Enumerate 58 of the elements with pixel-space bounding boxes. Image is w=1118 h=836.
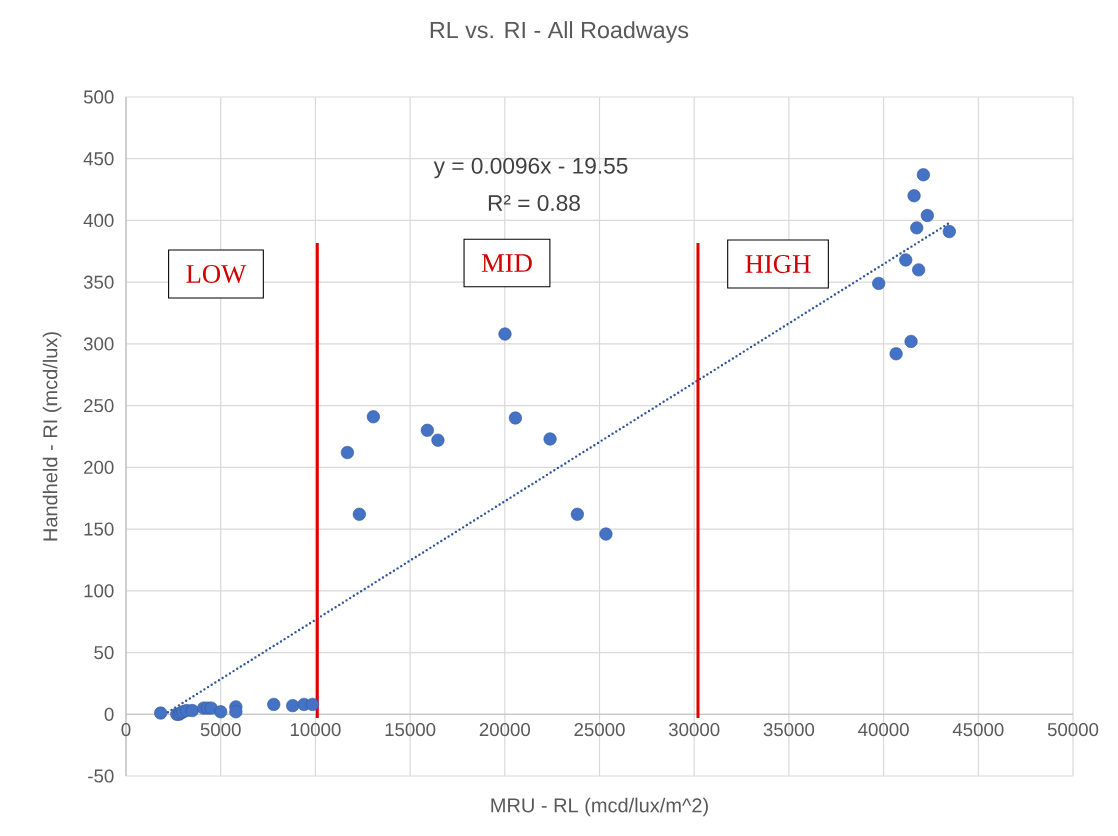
x-tick-label: 40000 <box>858 722 909 737</box>
annotation: HIGH <box>745 255 811 273</box>
point <box>912 263 926 277</box>
point <box>420 423 434 437</box>
point <box>498 327 512 341</box>
point <box>431 433 445 447</box>
point <box>942 225 956 239</box>
x-tick-label: 15000 <box>385 722 436 737</box>
y-tick-label: 50 <box>94 645 114 660</box>
x-tick-label: 50000 <box>1047 722 1099 737</box>
y-tick-label: 0 <box>104 707 114 721</box>
y-tick-label: 300 <box>83 337 114 351</box>
x-tick-label: 10000 <box>290 722 341 737</box>
point <box>907 189 921 203</box>
y-tick-label: 250 <box>84 399 114 413</box>
y-tick-label: -50 <box>88 769 114 783</box>
y-tick-label: 350 <box>83 275 114 289</box>
x-tick-label: 45000 <box>952 722 1004 737</box>
x-tick-label: 25000 <box>574 722 625 737</box>
x-tick-label: 20000 <box>479 722 531 737</box>
x-tick-label: 0 <box>121 722 131 737</box>
point <box>340 446 354 460</box>
point <box>904 334 918 348</box>
y-tick-label: 100 <box>84 584 114 598</box>
x-tick-label: 5000 <box>200 722 241 737</box>
point <box>508 411 522 425</box>
y-tick-label: 400 <box>83 213 114 228</box>
point <box>286 699 300 713</box>
chart-title: RL vs. RI - All Roadways <box>430 21 689 43</box>
point <box>154 706 168 720</box>
point <box>366 410 380 424</box>
y-tick-label: 500 <box>83 90 114 104</box>
point <box>872 276 886 290</box>
point <box>214 705 228 719</box>
point <box>599 527 613 541</box>
point <box>543 432 557 446</box>
y-tick-label: 200 <box>84 460 114 474</box>
point <box>306 697 320 711</box>
point <box>229 705 243 719</box>
point <box>899 253 913 267</box>
point <box>920 208 934 223</box>
annotation: y = 0.0096x - 19.55 <box>433 157 628 179</box>
point <box>267 697 281 711</box>
point <box>910 221 924 235</box>
y-axis-title: Handheld - RI (mcd/lux) <box>42 332 62 541</box>
annotation: R² = 0.88 <box>488 194 580 212</box>
x-axis-title: MRU - RL (mcd/lux/m^2) <box>491 797 708 817</box>
point <box>916 168 930 182</box>
point <box>570 507 584 521</box>
x-tick-label: 35000 <box>763 722 815 737</box>
annotation: MID <box>481 254 532 272</box>
y-tick-label: 150 <box>84 522 114 536</box>
y-tick-label: 450 <box>83 152 114 166</box>
x-tick-label: 30000 <box>668 722 720 737</box>
point <box>185 704 199 718</box>
point <box>352 507 366 521</box>
annotation: LOW <box>186 264 247 284</box>
point <box>889 347 903 361</box>
